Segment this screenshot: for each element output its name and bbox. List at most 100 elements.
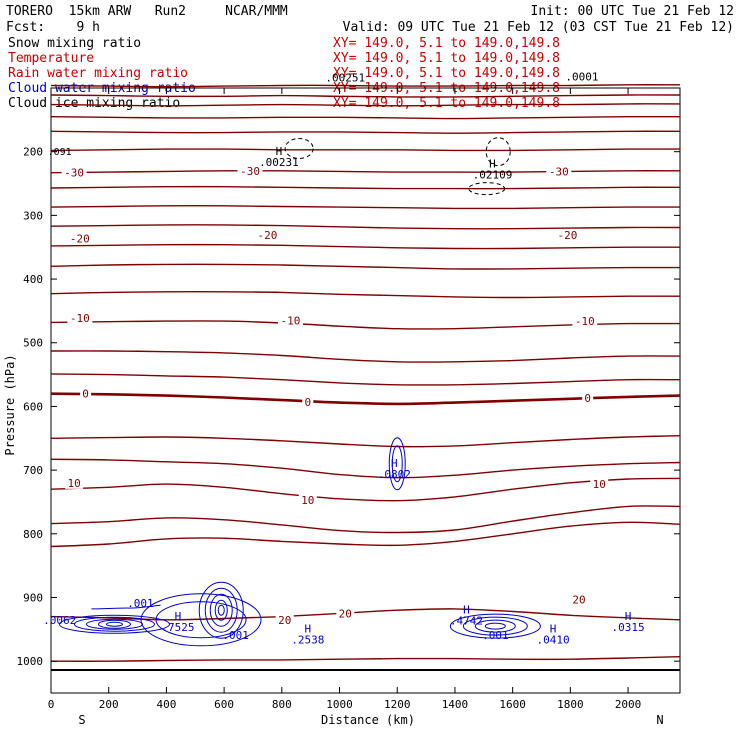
legend-xy: XY= 149.0, 5.1 to 149.0,149.8 (333, 96, 560, 111)
cloud-water-contour (58, 614, 170, 634)
max-value: .0802 (378, 468, 411, 481)
isotherm-label: 10 (301, 494, 314, 507)
cloud-water-contour (214, 599, 228, 621)
x-tick-label: 200 (99, 698, 119, 711)
cloud-water-contour (73, 616, 155, 632)
isotherm-label-bg (302, 395, 314, 408)
max-value: .2538 (291, 634, 324, 647)
isotherm-label-bg (61, 166, 87, 179)
isotherm-line (50, 103, 681, 107)
cloud-water-contour (91, 604, 161, 610)
max-value: .4742 (450, 614, 483, 627)
x-tick-label: 1600 (499, 698, 526, 711)
isotherm-label-bg (298, 494, 317, 507)
max-h: H (175, 610, 182, 623)
legend-label: Rain water mixing ratio (8, 66, 188, 81)
y-tick-label: 200 (23, 146, 43, 159)
max-value: .0315 (612, 621, 645, 634)
isotherm-layer: -30 -30 -30 -20 -20 -20 -10 -10 -10 0 0 0 10 10 10 20 20… (50, 84, 681, 662)
cloud-water-contour (209, 593, 233, 627)
overlap-label: .0001 (565, 70, 598, 83)
isotherm-line (50, 263, 681, 270)
legend-label: Temperature (8, 51, 94, 66)
isotherm-line (50, 243, 681, 250)
max-h: H (463, 603, 470, 616)
side-label: .091 (48, 147, 72, 158)
cloud-water-contour (97, 619, 131, 629)
isotherm-line (50, 291, 681, 299)
isotherm-label-bg (80, 387, 92, 400)
cloud-water-contour (105, 621, 123, 627)
axes: 0 200 400 600 800 1000 1200 1400 1600 1800 2000200… (17, 88, 680, 711)
max-value: .7525 (161, 621, 194, 634)
isotherm-label-bg (554, 229, 580, 242)
legend-xy: XY= 149.0, 5.1 to 149.0,149.8 (333, 51, 560, 66)
isotherm-label-bg (275, 613, 294, 626)
isotherm-line (50, 521, 681, 548)
isotherm-label: 0 (82, 388, 89, 401)
x-tick-label: 1400 (442, 698, 469, 711)
y-tick-label: 400 (23, 273, 43, 286)
y-tick-label: 600 (23, 400, 43, 413)
x-axis-title: Distance (km) (321, 713, 415, 727)
isotherm-line (50, 94, 681, 98)
isotherm-label: 20 (278, 614, 291, 627)
isotherm-label-bg (237, 164, 263, 177)
isotherm-line (50, 392, 681, 406)
isotherm-label: -20 (558, 229, 578, 242)
y-tick-label: 900 (23, 591, 43, 604)
isotherm-line (50, 373, 681, 386)
isotherm-label: -10 (575, 315, 595, 328)
isotherm-line (50, 84, 681, 88)
isotherm-label: -10 (70, 312, 90, 325)
header-valid: Valid: 09 UTC Tue 21 Feb 12 (03 CST Tue … (343, 20, 734, 35)
isotherm-label: -30 (64, 167, 84, 180)
isotherm-label-bg (572, 315, 598, 328)
isotherm-label-bg (67, 232, 93, 245)
max-value: .02109 (473, 169, 513, 182)
isotherm-label: 0 (304, 396, 311, 409)
isotherm-label: 10 (67, 477, 80, 490)
isotherm-label: -30 (549, 165, 569, 178)
snow-layer (284, 137, 511, 196)
overlap-label: .00251 (325, 72, 365, 85)
isotherm-label: -20 (257, 229, 277, 242)
isotherm-line (50, 435, 681, 448)
isotherm-line (50, 170, 681, 174)
cloud-water-contour (140, 593, 262, 647)
isotherm-line (50, 185, 681, 190)
isotherm-label-bg (277, 314, 303, 327)
x-end-right: N (656, 713, 663, 727)
isotherm-line (50, 350, 681, 363)
isotherm-label-bg (590, 478, 609, 491)
max-h: H (276, 145, 283, 158)
isotherm-line (50, 115, 681, 120)
cloud-water-contour (155, 601, 247, 639)
isotherm-line (50, 224, 681, 230)
x-tick-label: 400 (156, 698, 176, 711)
isotherm-line (50, 656, 681, 662)
y-tick-label: 1000 (17, 655, 44, 668)
cloud-water-contour (449, 613, 541, 639)
cloud-water-contour (474, 619, 516, 633)
legend-label: Cloud ice mixing ratio (8, 96, 180, 111)
isotherm-label: -10 (281, 314, 301, 327)
y-axis-title: Pressure (hPa) (3, 354, 17, 455)
cloud-water-label: .001 (127, 597, 154, 610)
isotherm-line (50, 148, 681, 152)
isotherm-line (50, 130, 681, 134)
y-tick-label: 300 (23, 209, 43, 222)
x-tick-label: 1000 (326, 698, 353, 711)
max-h: H (304, 623, 311, 636)
x-tick-label: 1200 (384, 698, 411, 711)
isotherm-label-bg (67, 311, 93, 324)
legend-xy: XY= 149.0, 5.1 to 149.0,149.8 (333, 36, 560, 51)
max-h: H (550, 623, 557, 636)
x-tick-label: 2000 (615, 698, 642, 711)
isotherm-label-bg (546, 165, 572, 178)
isotherm-line (50, 458, 681, 479)
snow-contour (468, 182, 506, 196)
cloud-water-contour (388, 437, 406, 491)
cloud-water-contour (462, 616, 528, 636)
